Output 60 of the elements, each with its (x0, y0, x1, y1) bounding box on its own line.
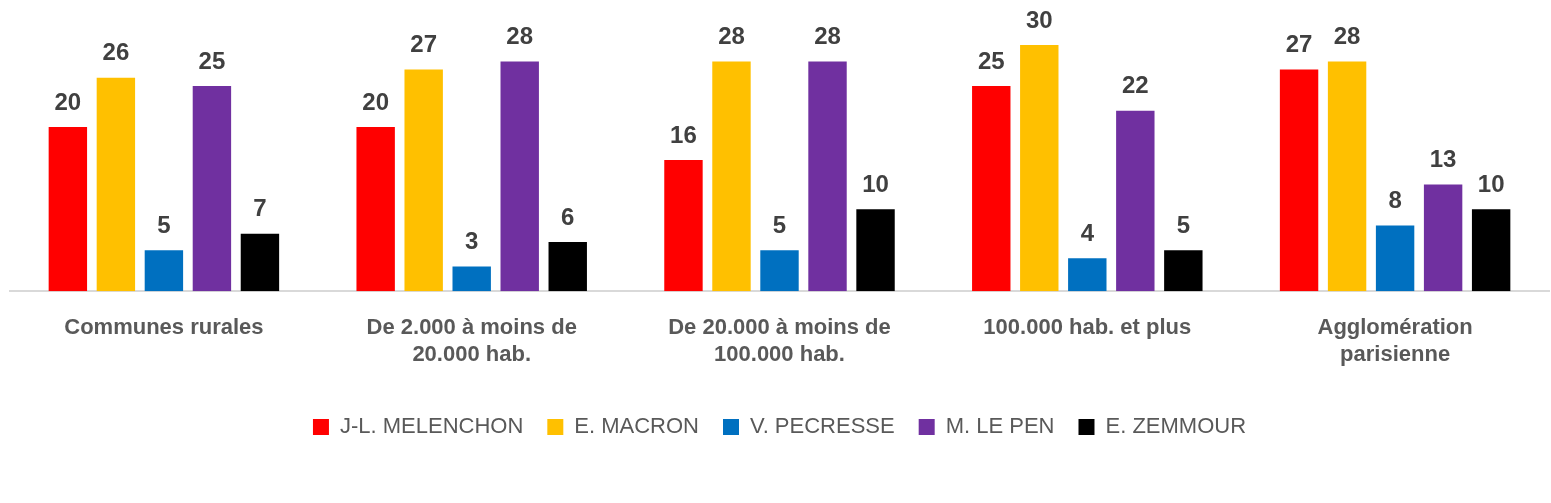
data-label: 16 (670, 120, 697, 148)
data-label: 10 (862, 169, 889, 197)
data-label: 5 (157, 210, 171, 238)
bar (1020, 45, 1059, 292)
data-label: 20 (362, 87, 390, 115)
data-label: 28 (718, 22, 745, 50)
x-tick-label: De 20.000 à moins de 100.000 hab. (668, 314, 891, 366)
bar (452, 266, 491, 292)
bar (1423, 184, 1463, 292)
x-tick-label: Communes rurales (64, 314, 264, 340)
bar (1279, 69, 1319, 292)
bar (1375, 225, 1415, 292)
data-label: 25 (198, 46, 226, 74)
bar (856, 209, 895, 292)
x-tick-label: 100.000 hab. et plus (983, 314, 1192, 340)
bar (1116, 110, 1155, 292)
data-label: 8 (1388, 186, 1402, 214)
bar (1068, 258, 1107, 292)
data-label: 5 (1176, 210, 1191, 238)
legend-label: E. MACRON (574, 413, 699, 439)
data-label: 7 (253, 194, 267, 222)
bar (664, 159, 703, 292)
data-label: 26 (102, 38, 130, 66)
bar (808, 61, 847, 292)
data-label: 25 (977, 46, 1005, 74)
data-label: 5 (772, 210, 787, 238)
bar (192, 86, 232, 292)
x-tick-label: De 2.000 à moins de 20.000 hab. (366, 314, 577, 366)
bar (1164, 250, 1203, 292)
bar (1327, 61, 1367, 292)
data-label: 28 (506, 22, 534, 50)
bar (48, 127, 88, 292)
bar (548, 241, 587, 292)
bar (356, 127, 395, 292)
data-label: 27 (1285, 30, 1313, 58)
bar (404, 69, 443, 292)
bar (96, 77, 136, 292)
data-label: 20 (54, 87, 82, 115)
data-label: 27 (410, 30, 438, 58)
data-label: 30 (1025, 5, 1053, 33)
data-label: 13 (1429, 145, 1457, 173)
data-label: 6 (561, 202, 575, 230)
bar (144, 250, 184, 292)
bar (240, 233, 280, 292)
bar (500, 61, 539, 292)
bar (1471, 209, 1511, 292)
data-label: 4 (1080, 219, 1095, 246)
data-label: 28 (1333, 22, 1361, 50)
data-label: 3 (465, 227, 479, 255)
data-label: 10 (1477, 169, 1505, 197)
x-tick-label: Agglomération parisienne (1317, 314, 1473, 366)
bar (760, 250, 799, 292)
bar (972, 86, 1011, 292)
legend-label: E. ZEMMOUR (1105, 413, 1247, 439)
legend-label: M. LE PEN (945, 413, 1055, 439)
data-label: 28 (814, 22, 841, 50)
data-label: 22 (1121, 71, 1149, 99)
legend-label: V. PECRESSE (749, 413, 895, 439)
bar (712, 61, 751, 292)
legend-label: J-L. MELENCHON (339, 413, 524, 439)
